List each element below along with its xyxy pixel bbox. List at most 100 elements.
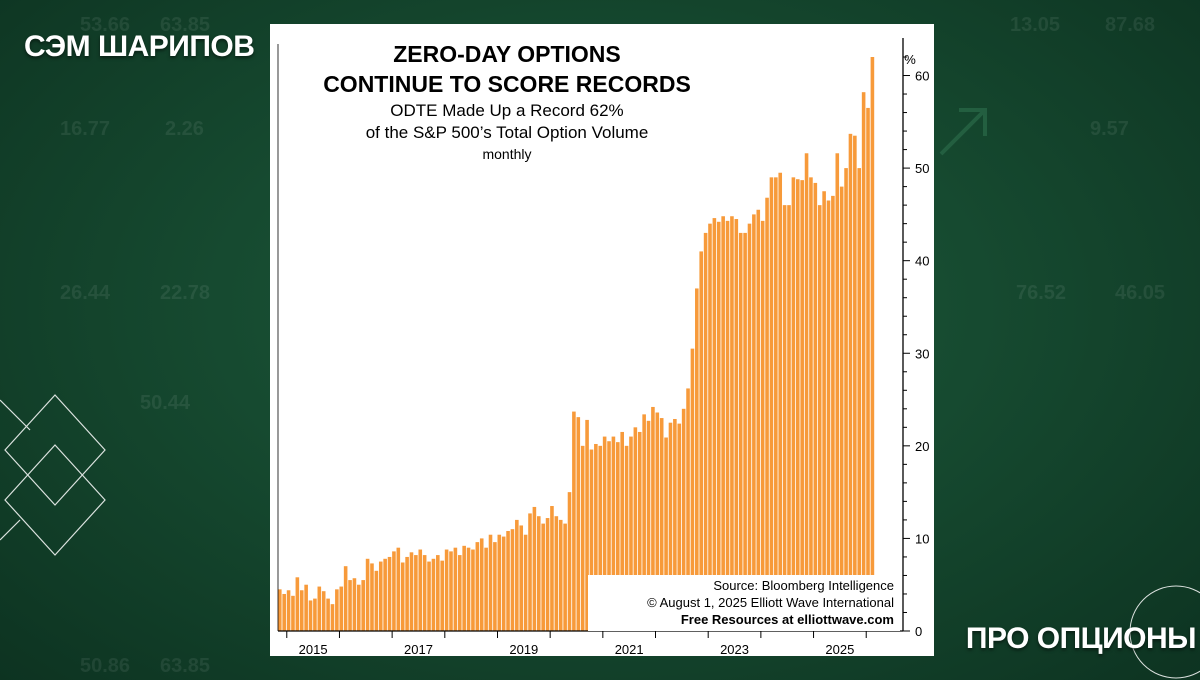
bar: [387, 556, 392, 631]
bar: [598, 445, 603, 631]
bar: [352, 578, 357, 631]
bar: [835, 153, 840, 631]
bar: [734, 219, 739, 631]
bar: [611, 436, 616, 631]
bar: [317, 586, 322, 631]
source-line1: Source: Bloomberg Intelligence: [713, 578, 894, 593]
bar: [664, 437, 668, 631]
bar: [541, 523, 545, 631]
bar: [585, 419, 589, 631]
bar: [427, 561, 431, 631]
bar: [457, 555, 462, 631]
bar: [686, 388, 690, 631]
bar: [576, 417, 581, 631]
bar: [655, 412, 660, 631]
bar: [831, 195, 835, 631]
bar-series: [278, 57, 875, 632]
bar: [822, 191, 826, 632]
bar: [308, 600, 313, 631]
bar: [738, 232, 743, 631]
ticker-value: 22.78: [160, 282, 211, 304]
bar: [857, 168, 862, 631]
bar: [690, 348, 695, 631]
chart-frequency: monthly: [482, 146, 531, 162]
bar: [361, 580, 365, 631]
ticker-value: 9.57: [1090, 118, 1129, 140]
bar: [870, 57, 875, 631]
y-axis-unit: %: [904, 52, 916, 67]
bar: [515, 519, 519, 631]
ticker-value: 2.26: [165, 118, 204, 140]
bar: [484, 547, 488, 631]
bar: [646, 420, 651, 631]
bar: [633, 427, 638, 631]
bar: [813, 182, 818, 631]
bar: [471, 549, 475, 631]
x-tick-label: 2025: [825, 642, 854, 656]
bar: [594, 443, 598, 631]
bar: [778, 172, 783, 632]
ticker-value: 50.86: [80, 655, 131, 677]
bar: [357, 584, 361, 631]
bar: [642, 414, 646, 631]
bar: [844, 168, 848, 631]
bar: [708, 223, 712, 631]
bar: [431, 558, 436, 631]
ticker-value: 46.05: [1115, 282, 1166, 304]
bar: [866, 107, 870, 632]
source-line2: © August 1, 2025 Elliott Wave Internatio…: [647, 595, 894, 610]
bar: [791, 177, 796, 631]
bar: [760, 220, 765, 631]
diamond-pattern-icon: [0, 394, 106, 556]
bar: [795, 179, 800, 631]
bar: [479, 538, 484, 631]
ticker-value: 87.68: [1105, 14, 1156, 36]
bar: [853, 135, 857, 631]
bar: [510, 529, 515, 631]
channel-brand: ПРО ОПЦИОНЫ: [965, 622, 1197, 655]
bar: [493, 542, 497, 631]
source-line3: Free Resources at elliottwave.com: [681, 612, 894, 627]
bar: [563, 523, 567, 631]
source-box: [588, 575, 900, 631]
bar: [774, 177, 778, 631]
bar: [567, 492, 572, 631]
chart-subtitle-line2: of the S&P 500’s Total Option Volume: [366, 123, 649, 142]
bar: [756, 209, 761, 631]
bar: [449, 551, 453, 631]
bar: [848, 133, 853, 631]
bar: [475, 542, 480, 631]
bar: [769, 177, 774, 631]
bar: [409, 552, 414, 631]
bar: [809, 177, 813, 631]
bar: [826, 200, 831, 631]
y-tick-label: 60: [915, 69, 929, 84]
bar: [462, 545, 466, 631]
bar: [330, 604, 335, 631]
bar: [440, 560, 445, 631]
bar: [383, 558, 387, 631]
ticker-value: 76.52: [1016, 282, 1067, 304]
bar: [365, 558, 370, 631]
bar: [501, 536, 506, 631]
bar: [396, 547, 401, 631]
bar: [620, 431, 624, 631]
bar: [673, 418, 677, 631]
bar: [787, 205, 791, 631]
bar: [699, 251, 703, 632]
circle-outline-icon: [1129, 585, 1200, 679]
y-tick-label: 20: [915, 439, 929, 454]
bar: [716, 221, 721, 632]
bar: [291, 595, 295, 631]
bar: [488, 534, 493, 631]
bar: [335, 589, 339, 631]
bar: [405, 556, 409, 631]
bar: [747, 223, 752, 631]
bar: [343, 566, 348, 631]
x-tick-label: 2019: [509, 642, 538, 656]
y-tick-label: 10: [915, 531, 929, 546]
bar: [817, 205, 822, 631]
bar: [752, 214, 756, 631]
bar: [295, 577, 300, 631]
chart-title-line2: CONTINUE TO SCORE RECORDS: [323, 71, 691, 97]
